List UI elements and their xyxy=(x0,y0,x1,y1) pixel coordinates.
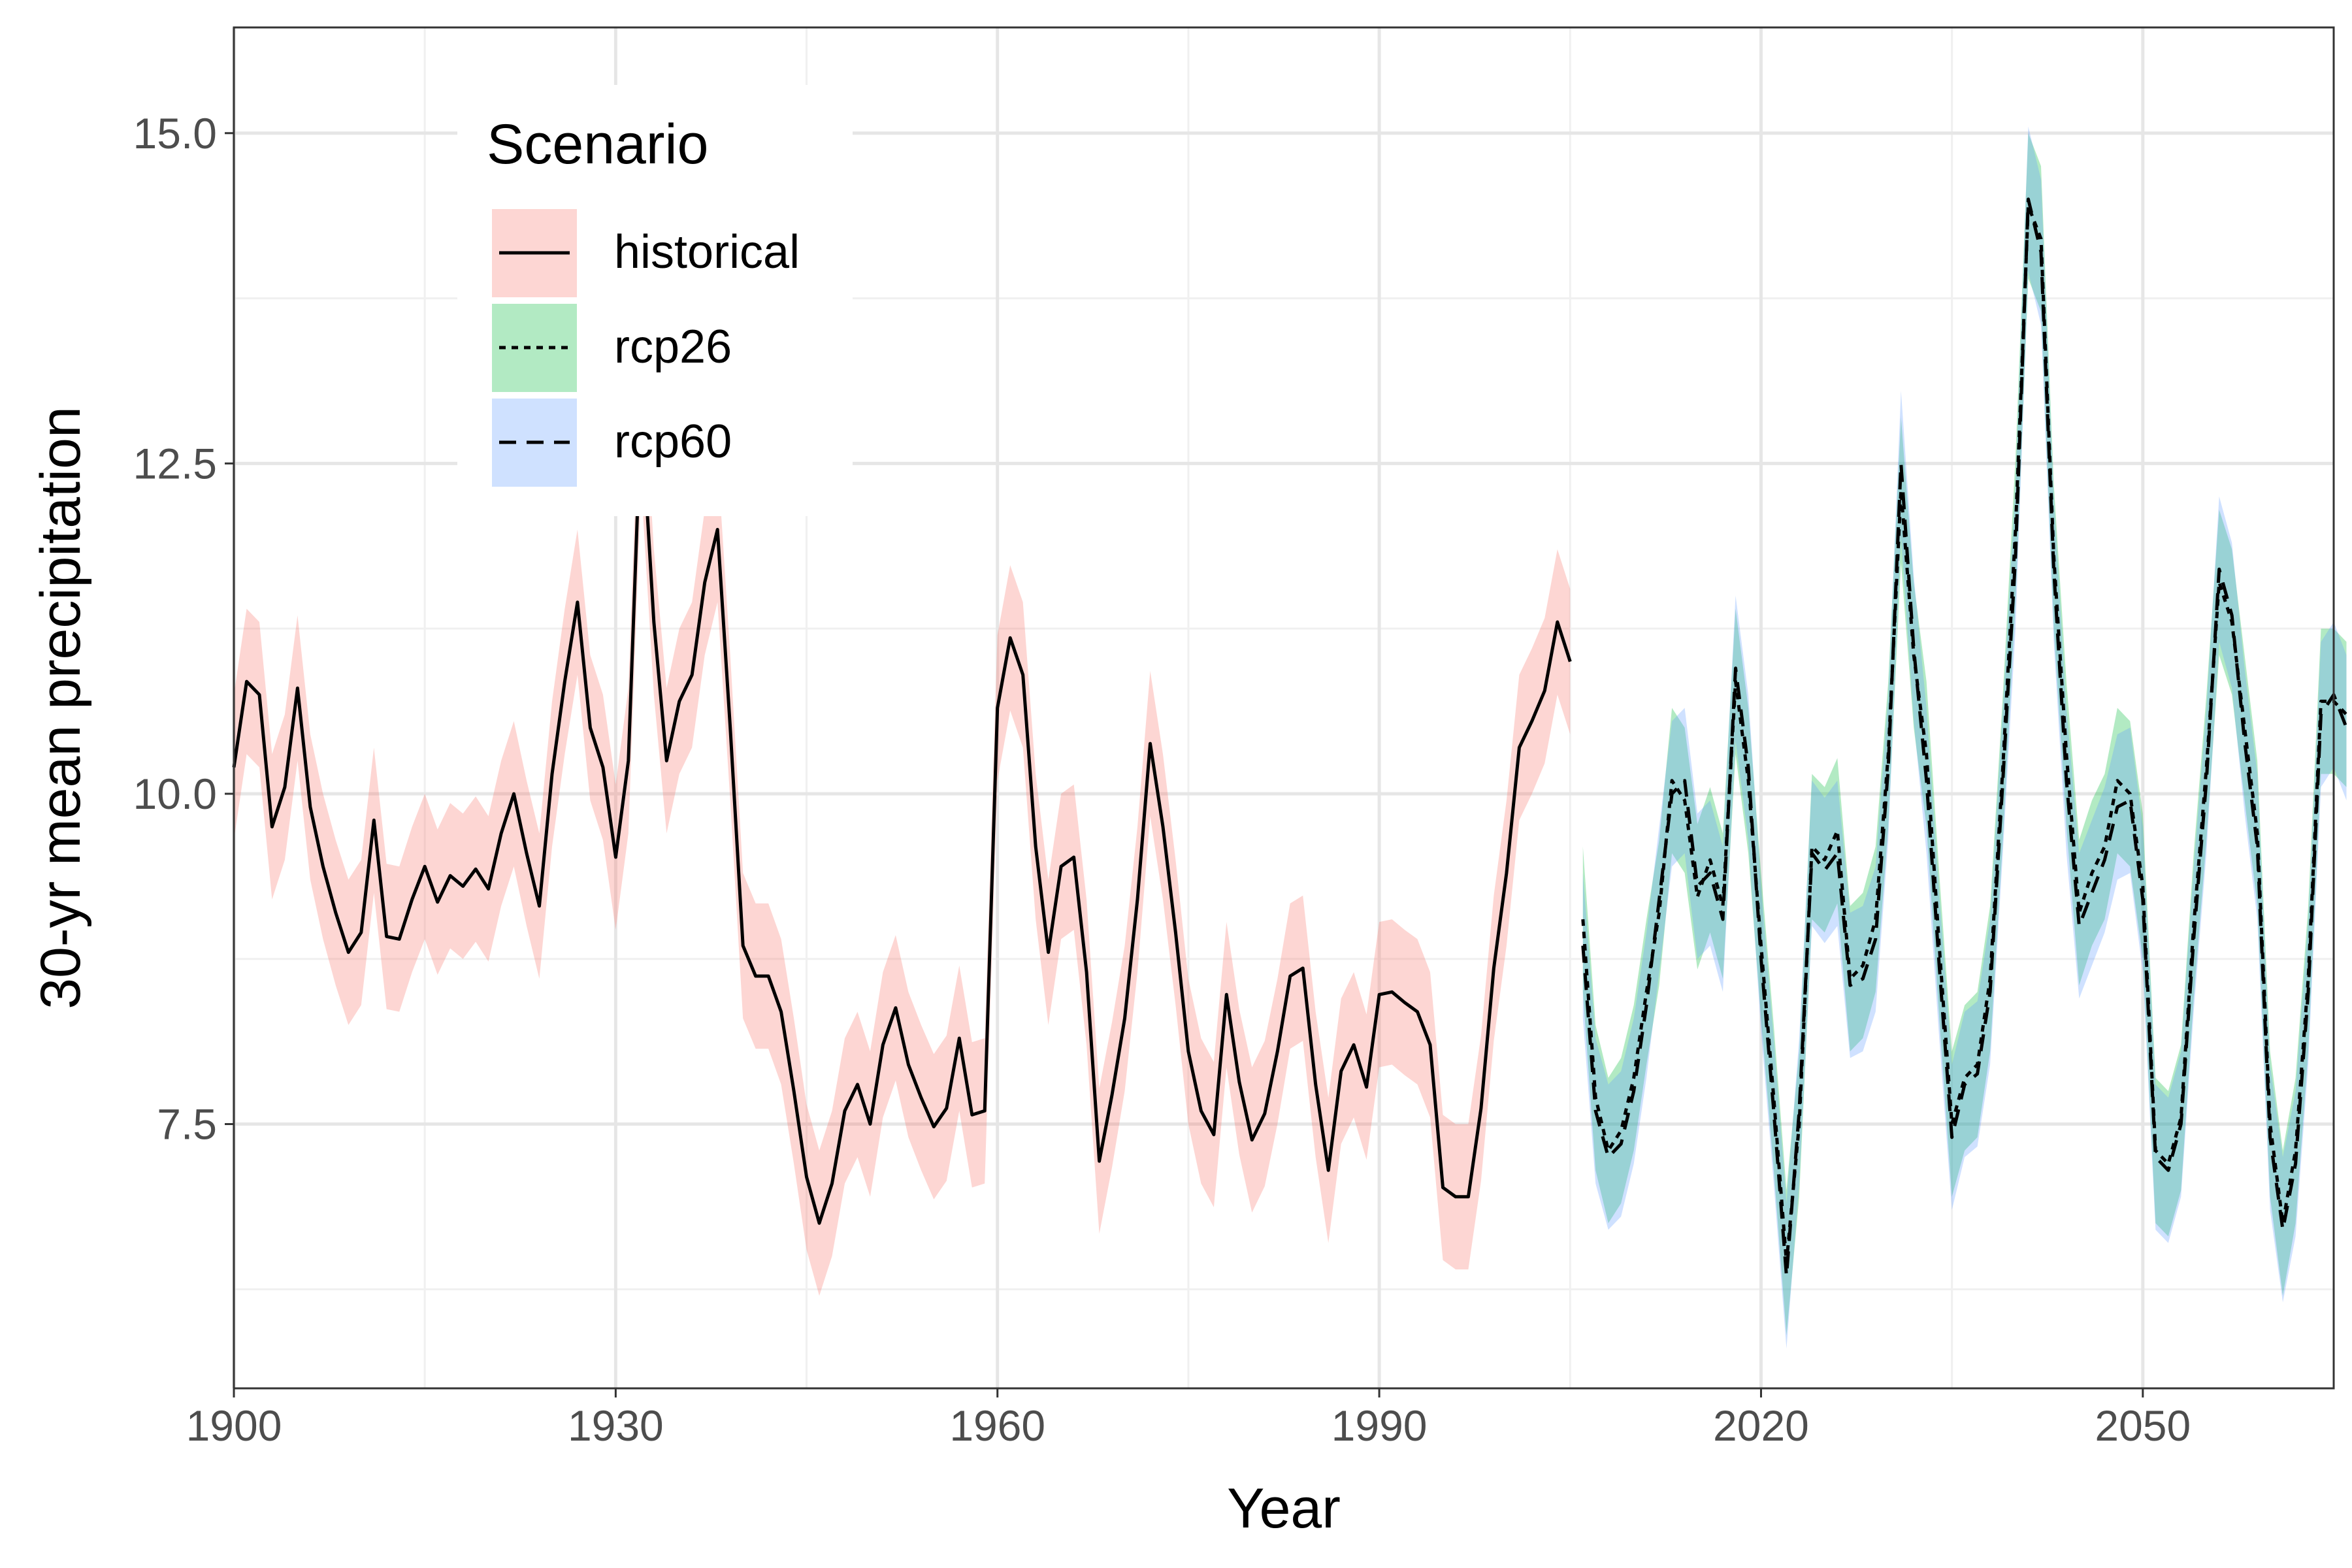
legend-label: rcp26 xyxy=(614,321,732,373)
x-axis: 1900 1930 1960 1990 2020 2050 xyxy=(186,1388,2191,1450)
series-lines xyxy=(232,197,2348,1278)
legend-background xyxy=(457,85,853,516)
y-tick-label: 12.5 xyxy=(133,439,217,487)
x-tick-label: 2020 xyxy=(1713,1401,1809,1450)
line-rcp26 xyxy=(1581,204,2348,1265)
panel-border xyxy=(233,26,2335,1390)
x-tick-label: 1930 xyxy=(568,1401,664,1450)
ribbon-rcp26 xyxy=(1582,133,2347,1336)
y-tick-label: 7.5 xyxy=(157,1100,217,1149)
legend: Scenario historical rcp26 rcp60 xyxy=(457,85,853,516)
legend-items: historical rcp26 rcp60 xyxy=(492,209,800,487)
legend-title: Scenario xyxy=(487,113,708,176)
y-tick-label: 15.0 xyxy=(133,109,217,157)
legend-label: historical xyxy=(614,226,800,278)
legend-label: rcp60 xyxy=(614,416,732,468)
y-axis: 7.5 10.0 12.5 15.0 xyxy=(133,109,234,1149)
x-tick-label: 1900 xyxy=(186,1401,282,1450)
x-tick-label: 2050 xyxy=(2095,1401,2191,1450)
line-historical xyxy=(232,409,1572,1225)
x-axis-title: Year xyxy=(1227,1477,1341,1540)
y-tick-label: 10.0 xyxy=(133,770,217,818)
x-tick-label: 1990 xyxy=(1331,1401,1428,1450)
y-axis-title: 30-yr mean precipitation xyxy=(29,406,92,1009)
line-rcp60 xyxy=(1581,197,2348,1278)
ribbon-rcp60 xyxy=(1582,126,2347,1349)
x-tick-label: 1960 xyxy=(949,1401,1045,1450)
